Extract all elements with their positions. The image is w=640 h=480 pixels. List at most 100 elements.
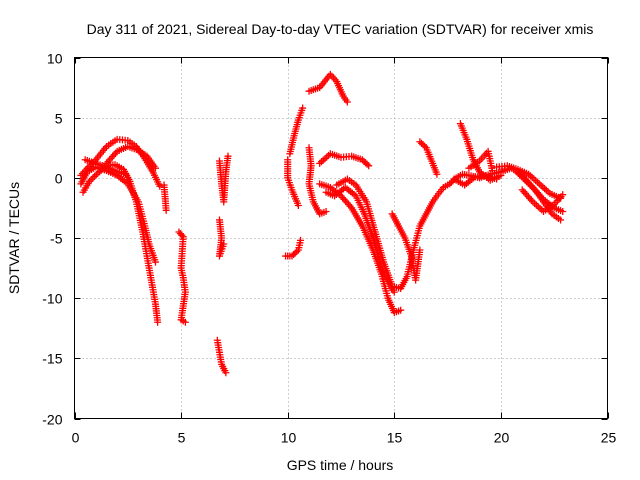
data-point [293,248,301,256]
chart-title: Day 311 of 2021, Sidereal Day-to-day VTE… [87,21,594,37]
y-tick-label: -10 [42,291,62,307]
series-track-t [388,210,424,284]
series-track-o [305,70,351,106]
data-point [362,159,370,167]
data-point [290,251,298,259]
data-point [296,236,304,244]
data-point [493,175,501,183]
series-track-r [316,180,405,317]
data-point [122,170,130,178]
data-point [91,172,99,180]
data-point [557,216,565,224]
data-point [363,160,371,168]
data-point [446,180,454,188]
y-tick-label: 5 [55,111,63,127]
axis-ticks [74,57,609,420]
data-point [181,318,189,326]
plot-frame [74,57,608,419]
data-point [537,181,545,189]
data-point [152,258,160,266]
series-track-za [518,186,567,216]
data-point [532,201,540,209]
x-tick-label: 5 [178,430,186,446]
data-point [541,185,549,193]
series-track-w [450,171,501,189]
data-point [559,208,567,216]
data-point [224,152,232,160]
x-tick-label: 10 [281,430,297,446]
series-track-z [514,169,565,224]
data-point [417,139,425,147]
data-point [325,151,333,159]
data-point [539,183,547,191]
series-track-d [102,143,160,172]
data-point [316,159,324,167]
data-point [416,246,424,254]
data-point [220,240,228,248]
y-tick-label: -20 [42,412,62,428]
data-point [360,157,368,165]
data-point [433,170,441,178]
data-point [542,186,550,194]
series-track-e [77,163,160,266]
data-point [534,203,542,211]
data-point [288,252,296,260]
data-point [421,142,429,150]
series-track-x [465,147,496,175]
data-point [317,158,325,166]
data-point [535,180,543,188]
x-tick-label: 0 [72,430,80,446]
series-track-n [305,144,330,218]
data-point [319,156,327,164]
data-point [322,208,330,216]
series-track-q [322,183,398,296]
data-point [416,138,424,146]
data-point [156,182,164,190]
x-tick-label: 15 [387,430,403,446]
data-point [397,306,405,314]
series-track-u [416,138,441,178]
data-point [152,164,160,172]
y-tick-label: 0 [55,171,63,187]
data-point [299,104,307,112]
y-tick-label: -15 [42,351,62,367]
series-track-k [282,236,304,260]
data-point [536,204,544,212]
series-track-m [286,104,307,158]
data-points [77,70,567,377]
data-point [89,174,97,182]
y-axis-label: SDTVAR / TECUs [6,182,22,294]
data-point [294,202,302,210]
data-point [343,98,351,106]
y-tick-label: -5 [50,231,63,247]
series-track-j [213,336,230,377]
data-point [365,162,373,170]
data-point [559,191,567,199]
data-point [321,155,329,163]
x-tick-label: 20 [494,430,510,446]
data-point [154,318,162,326]
grid-lines [74,57,608,419]
series-track-h [215,152,232,206]
data-point [528,173,536,181]
data-point [533,178,541,186]
series-track-l [284,156,302,210]
data-point [531,200,539,208]
series-track-i [215,216,228,260]
data-point [222,369,230,377]
data-point [530,175,538,183]
x-axis-label: GPS time / hours [287,457,394,473]
y-tick-label: 10 [47,51,63,67]
data-point [92,171,100,179]
data-point [358,156,366,164]
series-track-p [316,150,373,170]
data-point [178,231,186,239]
x-tick-labels: 0 5 10 15 20 25 [72,430,617,446]
y-tick-labels: -20 -15 -10 -5 0 5 10 [42,51,62,428]
data-point [291,249,299,257]
data-point [419,141,427,149]
series-track-g [175,228,189,326]
data-point [497,171,505,179]
x-tick-label: 25 [601,430,617,446]
